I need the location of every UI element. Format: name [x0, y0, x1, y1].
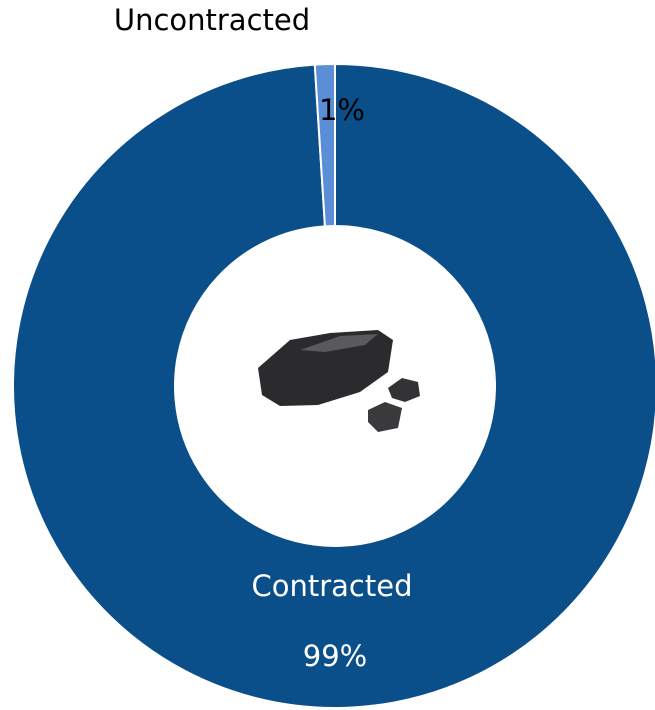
- value-label: 99%: [303, 639, 367, 673]
- coal-small-1: [388, 378, 420, 402]
- slices: [12, 62, 655, 709]
- category-label: Contracted: [251, 569, 412, 603]
- coal-large: [258, 330, 393, 406]
- labels: Contracted 99% Uncontracted 1%: [114, 3, 413, 673]
- value-label: 1%: [319, 93, 365, 127]
- coal-small-2: [368, 402, 402, 432]
- coal-image: [258, 330, 420, 432]
- coal-highlight: [300, 334, 378, 352]
- slice: [12, 62, 655, 709]
- category-label: Uncontracted: [114, 3, 310, 37]
- slice: [313, 62, 336, 228]
